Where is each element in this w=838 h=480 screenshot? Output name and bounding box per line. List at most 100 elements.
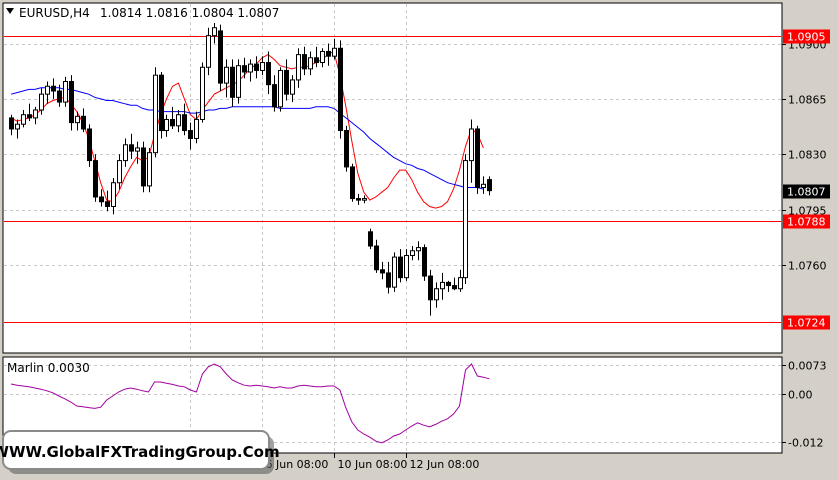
candle-body-bull <box>212 27 217 37</box>
candle <box>63 76 68 107</box>
candle-body-bear <box>81 115 86 130</box>
candle-body-bull <box>308 57 313 70</box>
candle-body-bull <box>469 128 474 162</box>
candle <box>75 111 80 131</box>
candle-body-bear <box>87 128 92 162</box>
price-tick-label: 1.0795 <box>788 205 827 218</box>
candle-body-bear <box>182 114 187 132</box>
level-tag <box>783 214 830 229</box>
candle-body-bull <box>290 79 295 95</box>
candle <box>188 122 193 150</box>
candle <box>200 62 205 123</box>
candle-body-bull <box>434 288 439 301</box>
candle-body-bear <box>27 114 32 119</box>
candle <box>356 193 361 205</box>
level-tag-label: 1.0905 <box>787 31 826 44</box>
candle-body-bull <box>236 65 241 98</box>
candle <box>320 48 325 68</box>
candle <box>15 119 20 139</box>
time-tick-label: 12 Jun 08:00 <box>410 458 480 471</box>
indicator-tick-label: 0.0073 <box>788 360 827 373</box>
candle <box>194 111 199 144</box>
candle <box>386 261 391 294</box>
candle-body-bull <box>481 183 486 188</box>
candle <box>458 269 463 292</box>
candle <box>111 178 116 215</box>
candle-body-bear <box>188 130 193 139</box>
price-tick-label: 1.0865 <box>788 94 827 107</box>
candle <box>440 272 445 300</box>
candle <box>350 163 355 202</box>
candle-body-bull <box>153 74 158 154</box>
candle-body-bear <box>69 81 74 124</box>
candle-body-bull <box>224 66 229 84</box>
candle <box>481 176 486 194</box>
candle-body-bear <box>254 63 259 71</box>
level-tag <box>783 315 830 330</box>
level-tag-label: 1.0788 <box>787 216 826 229</box>
candle <box>469 119 474 183</box>
candle <box>206 27 211 76</box>
candle <box>57 84 62 107</box>
candle-body-bull <box>404 255 409 279</box>
candle <box>452 277 457 291</box>
indicator-tick-label: -0.012 <box>788 437 823 450</box>
candle-body-bear <box>446 281 451 287</box>
candle <box>51 78 56 99</box>
candle-body-bear <box>266 62 271 86</box>
candles <box>9 22 492 316</box>
candle-body-bull <box>440 281 445 290</box>
candle <box>290 75 295 103</box>
indicator-lines <box>10 363 490 444</box>
ohlc-header: 1.0814 1.0816 1.0804 1.0807 <box>100 6 279 20</box>
candle <box>338 40 343 139</box>
candle-body-bear <box>314 57 319 64</box>
candle <box>87 124 92 167</box>
candle <box>380 261 385 280</box>
candle-body-bull <box>21 114 26 125</box>
candle <box>284 59 289 101</box>
candle <box>296 48 301 88</box>
candle-body-bull <box>117 160 122 184</box>
candle <box>416 241 421 261</box>
candle-body-bear <box>93 160 98 198</box>
candle <box>9 114 14 136</box>
candle-body-bear <box>51 85 56 92</box>
candle-body-bear <box>368 231 373 247</box>
candle <box>230 59 235 107</box>
candle <box>99 189 104 207</box>
candle <box>170 106 175 129</box>
collapse-triangle-icon[interactable] <box>6 8 14 14</box>
candle <box>242 57 247 79</box>
candle-body-bull <box>135 147 140 152</box>
candle-body-bear <box>302 54 307 70</box>
candle-body-bear <box>380 269 385 274</box>
candle <box>392 252 397 292</box>
candle-body-bear <box>356 198 361 201</box>
candle-body-bear <box>350 166 355 200</box>
candle-body-bear <box>242 65 247 73</box>
candle-body-bull <box>296 54 301 81</box>
candle <box>218 24 223 91</box>
symbol-header: EURUSD,H4 <box>19 6 90 20</box>
candle <box>123 138 128 167</box>
candle <box>260 56 265 76</box>
candle-body-bear <box>338 47 343 132</box>
candle <box>69 75 74 131</box>
candle-body-bull <box>458 277 463 290</box>
candle-body-bear <box>452 285 457 290</box>
candle <box>362 195 367 204</box>
candle <box>428 269 433 316</box>
candle <box>236 59 241 104</box>
candle-body-bull <box>33 109 38 119</box>
current-price-label: 1.0807 <box>787 186 826 199</box>
candle <box>105 190 110 212</box>
candle <box>117 154 122 190</box>
candle-body-bear <box>428 275 433 301</box>
candle <box>446 280 451 292</box>
candle-body-bull <box>39 93 44 111</box>
candle <box>344 125 349 172</box>
candle <box>302 46 307 76</box>
